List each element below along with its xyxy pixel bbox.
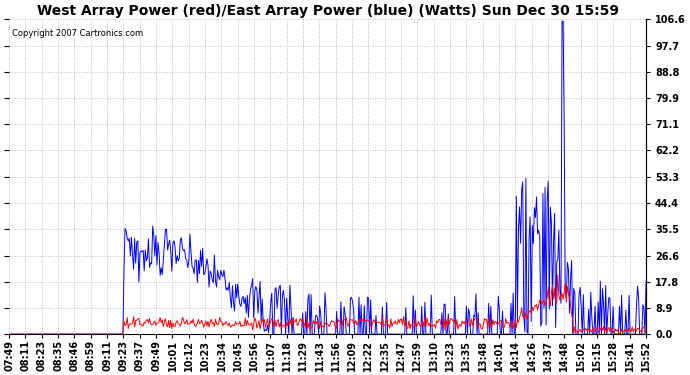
Title: West Array Power (red)/East Array Power (blue) (Watts) Sun Dec 30 15:59: West Array Power (red)/East Array Power … [37,4,619,18]
Text: Copyright 2007 Cartronics.com: Copyright 2007 Cartronics.com [12,29,144,38]
